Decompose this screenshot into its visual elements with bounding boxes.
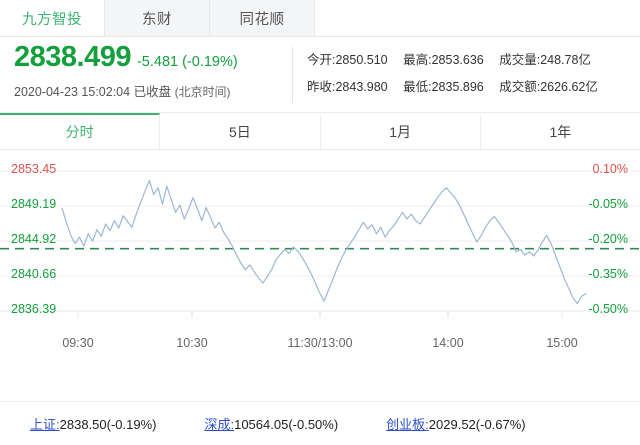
stat-open-label: 今开: xyxy=(307,53,336,67)
y-axis-left-tick-4: 2836.39 xyxy=(11,302,57,316)
price-change: -5.481 (-0.19%) xyxy=(136,54,238,70)
source-tab-dongcai[interactable]: 东财 xyxy=(105,0,210,36)
stat-low: 最低:2835.896 xyxy=(403,74,484,101)
stat-high: 最高:2853.636 xyxy=(403,47,484,74)
x-axis-tick-1: 10:30 xyxy=(176,336,208,350)
period-tab-1year[interactable]: 1年 xyxy=(480,113,640,149)
source-tab-jiufang[interactable]: 九方智投 xyxy=(0,0,105,36)
index-summary-bar: 上证:2838.50(-0.19%) 深成:10564.05(-0.50%) 创… xyxy=(0,401,640,445)
index-value-shenzhen: 10564.05(-0.50%) xyxy=(234,417,339,432)
stat-turnover: 成交额:2626.62亿 xyxy=(499,74,598,101)
period-tab-label: 1月 xyxy=(389,124,412,140)
period-tab-label: 1年 xyxy=(549,124,572,140)
chart-canvas xyxy=(0,170,640,318)
price-row: 2838.499 -5.481 (-0.19%) xyxy=(14,41,238,74)
y-axis-right-tick-3: -0.35% xyxy=(588,267,628,281)
y-axis-right-tick-4: -0.50% xyxy=(588,302,628,316)
stat-open: 今开:2850.510 xyxy=(307,47,388,74)
stat-volume-value: 248.78亿 xyxy=(540,53,591,67)
period-tab-bar: 分时 5日 1月 1年 xyxy=(0,113,640,150)
stat-high-value: 2853.636 xyxy=(431,53,484,67)
period-tab-5day[interactable]: 5日 xyxy=(160,113,321,149)
y-axis-left-tick-2: 2844.92 xyxy=(11,232,57,246)
index-item-shanghai[interactable]: 上证:2838.50(-0.19%) xyxy=(30,414,156,433)
stat-high-label: 最高: xyxy=(403,53,432,67)
intraday-chart[interactable]: 2853.45 2849.19 2844.92 2840.66 2836.39 … xyxy=(0,150,640,365)
index-name-shanghai[interactable]: 上证: xyxy=(30,417,60,432)
index-name-shenzhen[interactable]: 深成: xyxy=(204,417,235,432)
index-value-chinext: 2029.52(-0.67%) xyxy=(428,417,526,432)
stat-prev-close-value: 2843.980 xyxy=(335,80,388,94)
stat-open-value: 2850.510 xyxy=(335,53,388,67)
quote-header: 2838.499 -5.481 (-0.19%) 2020-04-23 15:0… xyxy=(0,37,640,113)
period-tab-label: 分时 xyxy=(65,124,94,140)
stats-row-2: 昨收:2843.980 最低:2835.896 成交额:2626.62亿 xyxy=(307,74,598,101)
stat-low-value: 2835.896 xyxy=(431,80,484,94)
current-price: 2838.499 xyxy=(14,41,131,73)
index-item-chinext[interactable]: 创业板:2029.52(-0.67%) xyxy=(386,414,525,433)
source-tab-label: 同花顺 xyxy=(239,11,285,28)
stat-prev-close: 昨收:2843.980 xyxy=(307,74,388,101)
stat-low-label: 最低: xyxy=(403,80,432,94)
y-axis-left-tick-3: 2840.66 xyxy=(11,267,57,281)
quote-stats: 今开:2850.510 最高:2853.636 成交量:248.78亿 昨收:2… xyxy=(292,47,598,103)
market-status: 已收盘 xyxy=(133,85,172,99)
source-tab-label: 东财 xyxy=(142,11,172,28)
y-axis-right-tick-0: 0.10% xyxy=(592,162,628,176)
stat-turnover-label: 成交额: xyxy=(499,80,541,94)
quote-primary: 2838.499 -5.481 (-0.19%) 2020-04-23 15:0… xyxy=(14,41,238,100)
stat-volume: 成交量:248.78亿 xyxy=(499,47,591,74)
stat-volume-label: 成交量: xyxy=(499,53,541,67)
stats-row-1: 今开:2850.510 最高:2853.636 成交量:248.78亿 xyxy=(307,47,598,74)
period-tab-label: 5日 xyxy=(228,124,251,140)
index-value-shanghai: 2838.50(-0.19%) xyxy=(59,417,157,432)
stat-turnover-value: 2626.62亿 xyxy=(540,80,598,94)
x-axis: 09:30 10:30 11:30/13:00 14:00 15:00 xyxy=(0,330,640,360)
x-axis-tick-4: 15:00 xyxy=(546,336,578,350)
source-tab-bar: 九方智投 东财 同花顺 xyxy=(0,0,640,37)
period-tab-1month[interactable]: 1月 xyxy=(320,113,481,149)
x-axis-tick-0: 09:30 xyxy=(62,336,94,350)
y-axis-right-tick-1: -0.05% xyxy=(588,197,628,211)
y-axis-right-tick-2: -0.20% xyxy=(588,232,628,246)
quote-timezone: (北京时间) xyxy=(174,85,231,99)
quote-timestamp-row: 2020-04-23 15:02:04 已收盘 (北京时间) xyxy=(14,81,238,100)
source-tab-filler xyxy=(315,0,640,36)
source-tab-tonghuashun[interactable]: 同花顺 xyxy=(210,0,315,36)
x-axis-tick-3: 14:00 xyxy=(432,336,464,350)
period-tab-intraday[interactable]: 分时 xyxy=(0,113,161,149)
y-axis-left-tick-1: 2849.19 xyxy=(11,197,57,211)
stat-prev-close-label: 昨收: xyxy=(307,80,336,94)
y-axis-left-tick-0: 2853.45 xyxy=(11,162,57,176)
source-tab-label: 九方智投 xyxy=(22,11,82,28)
quote-timestamp: 2020-04-23 15:02:04 xyxy=(14,85,131,99)
x-axis-tick-2: 11:30/13:00 xyxy=(287,336,353,350)
index-name-chinext[interactable]: 创业板: xyxy=(386,417,429,432)
index-item-shenzhen[interactable]: 深成:10564.05(-0.50%) xyxy=(204,414,338,433)
